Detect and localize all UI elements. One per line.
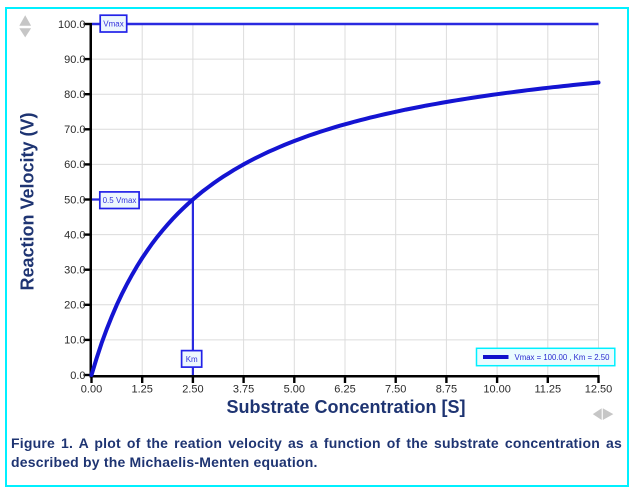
svg-text:10.00: 10.00 bbox=[483, 383, 511, 395]
svg-text:10.0: 10.0 bbox=[64, 335, 85, 347]
svg-text:6.25: 6.25 bbox=[334, 383, 355, 395]
svg-text:60.0: 60.0 bbox=[64, 159, 85, 171]
svg-text:100.0: 100.0 bbox=[58, 19, 86, 31]
svg-text:Substrate Concentration [S]: Substrate Concentration [S] bbox=[226, 397, 465, 417]
svg-text:7.50: 7.50 bbox=[385, 383, 406, 395]
svg-text:1.25: 1.25 bbox=[131, 383, 152, 395]
svg-text:0.5 Vmax: 0.5 Vmax bbox=[103, 196, 137, 205]
svg-text:12.50: 12.50 bbox=[585, 383, 613, 395]
svg-text:Reaction Velocity (V): Reaction Velocity (V) bbox=[17, 112, 37, 290]
svg-text:3.75: 3.75 bbox=[233, 383, 254, 395]
svg-text:50.0: 50.0 bbox=[64, 194, 85, 206]
svg-text:Vmax = 100.00 , Km = 2.50: Vmax = 100.00 , Km = 2.50 bbox=[515, 353, 611, 362]
svg-text:90.0: 90.0 bbox=[64, 54, 85, 66]
svg-text:0.0: 0.0 bbox=[70, 370, 85, 382]
svg-text:8.75: 8.75 bbox=[436, 383, 457, 395]
svg-text:Vmax: Vmax bbox=[103, 20, 123, 29]
svg-text:70.0: 70.0 bbox=[64, 124, 85, 136]
svg-text:0.00: 0.00 bbox=[81, 383, 102, 395]
svg-text:20.0: 20.0 bbox=[64, 300, 85, 312]
svg-text:Km: Km bbox=[186, 355, 198, 364]
svg-text:11.25: 11.25 bbox=[534, 383, 561, 395]
svg-text:30.0: 30.0 bbox=[64, 265, 85, 277]
svg-text:40.0: 40.0 bbox=[64, 229, 85, 241]
svg-text:5.00: 5.00 bbox=[284, 383, 305, 395]
svg-text:80.0: 80.0 bbox=[64, 89, 85, 101]
svg-text:2.50: 2.50 bbox=[182, 383, 203, 395]
